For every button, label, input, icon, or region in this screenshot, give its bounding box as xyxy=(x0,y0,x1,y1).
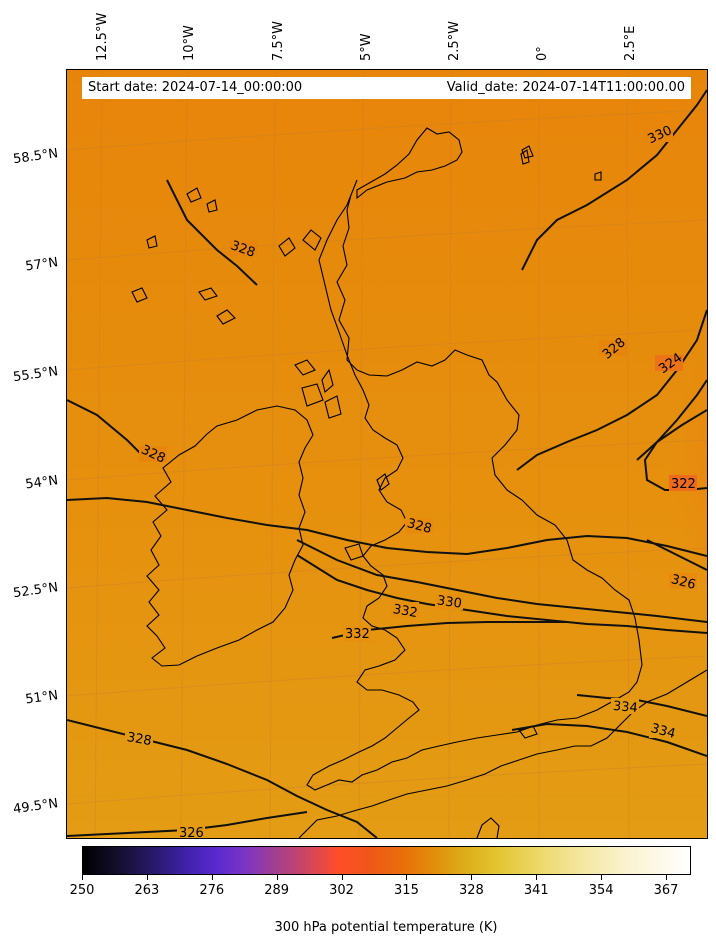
colorbar-tick-label: 276 xyxy=(199,883,225,898)
date-info-box: Start date: 2024-07-14_00:00:00 Valid_da… xyxy=(82,77,691,99)
colorbar-tick xyxy=(82,875,83,880)
colorbar-tick xyxy=(471,875,473,880)
colorbar-tick-label: 289 xyxy=(264,883,290,898)
map-canvas: 330 328 328 324 328 322 328 326 330 332 … xyxy=(67,70,707,838)
contour-label: 328 xyxy=(405,516,433,537)
colorbar-tick-label: 367 xyxy=(653,883,679,898)
colorbar-tick xyxy=(341,875,343,880)
contour-330-north xyxy=(521,89,707,271)
lon-label: 5°W xyxy=(359,33,374,61)
contour-328-west xyxy=(166,179,258,286)
contour-334-loop xyxy=(511,722,707,757)
contour-label: 328 xyxy=(126,730,153,749)
colorbar-tick xyxy=(406,875,408,880)
contour-lines xyxy=(67,89,707,838)
colorbar-tick xyxy=(666,875,668,880)
start-date-text: Start date: 2024-07-14_00:00:00 xyxy=(88,80,303,95)
contour-328-ireland xyxy=(67,399,148,461)
colorbar-tick xyxy=(601,875,603,880)
contour-label: 334 xyxy=(612,699,638,716)
lat-label: 51°N xyxy=(24,688,60,708)
lat-label: 52.5°N xyxy=(12,580,60,602)
contour-label: 326 xyxy=(179,826,204,838)
valid-date-text: Valid_date: 2024-07-14T11:00:00.00 xyxy=(446,80,685,95)
colorbar-tick-label: 328 xyxy=(458,883,484,898)
contour-label: 322 xyxy=(671,477,696,492)
contour-label: 330 xyxy=(436,593,463,611)
colorbar-tick-label: 302 xyxy=(329,883,354,898)
colorbar-tick xyxy=(211,875,213,880)
lat-label: 58.5°N xyxy=(12,146,60,168)
contour-328-central-east xyxy=(516,309,707,471)
lat-label: 54°N xyxy=(24,473,60,493)
contour-label: 334 xyxy=(649,721,677,742)
contour-330-mid xyxy=(296,539,707,623)
contour-label: 332 xyxy=(392,602,419,621)
contour-328-mid xyxy=(67,496,707,557)
colorbar-tick xyxy=(146,875,148,880)
lat-label: 55.5°N xyxy=(12,364,60,386)
lon-label: 0° xyxy=(535,46,550,61)
contour-label: 326 xyxy=(669,572,697,593)
colorbar-tick xyxy=(536,875,538,880)
colorbar-tick-label: 250 xyxy=(69,883,95,898)
colorbar-tick xyxy=(276,875,278,880)
lat-label: 57°N xyxy=(24,255,60,275)
contour-324-east xyxy=(636,379,707,461)
colorbar-tick-label: 315 xyxy=(394,883,419,898)
contour-label-group: 330 328 328 324 328 322 328 326 330 332 … xyxy=(125,123,697,838)
map-panel[interactable]: 330 328 328 324 328 322 328 326 330 332 … xyxy=(66,69,708,839)
lon-label: 2.5°W xyxy=(447,20,462,61)
contour-label: 332 xyxy=(345,627,370,642)
colorbar-tick-label: 263 xyxy=(134,883,160,898)
lat-label: 49.5°N xyxy=(12,796,60,818)
lon-label: 7.5°W xyxy=(271,20,286,61)
lon-label: 2.5°E xyxy=(623,25,638,61)
colorbar-tick-label: 341 xyxy=(523,883,549,898)
colorbar-title: 300 hPa potential temperature (K) xyxy=(274,920,498,935)
colorbar-tick-label: 354 xyxy=(588,883,614,898)
colorbar xyxy=(82,846,691,875)
contour-332-band xyxy=(296,554,707,634)
lon-label: 12.5°W xyxy=(95,12,110,61)
lon-label: 10°W xyxy=(182,25,197,61)
